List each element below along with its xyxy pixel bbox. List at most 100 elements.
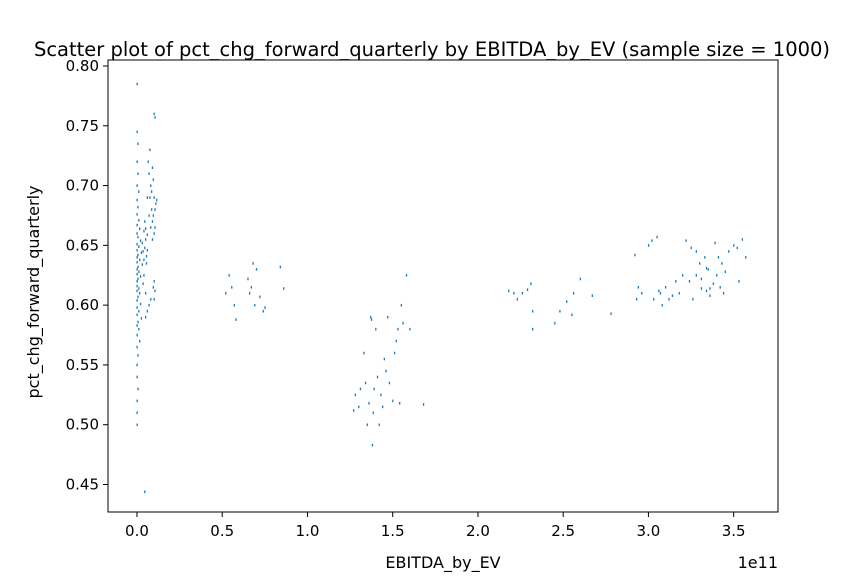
data-point bbox=[700, 277, 703, 281]
data-point bbox=[572, 291, 575, 295]
data-point bbox=[664, 285, 667, 289]
data-point bbox=[151, 220, 154, 223]
x-axis-label: EBITDA_by_EV bbox=[385, 553, 500, 573]
data-point bbox=[247, 277, 249, 281]
data-point bbox=[579, 277, 582, 281]
data-point bbox=[152, 285, 154, 289]
data-point bbox=[610, 312, 612, 315]
data-point bbox=[137, 265, 139, 269]
data-point bbox=[136, 411, 138, 415]
data-point bbox=[138, 219, 140, 222]
data-point bbox=[634, 253, 636, 257]
data-point bbox=[149, 196, 151, 199]
data-point bbox=[364, 381, 367, 385]
data-point bbox=[138, 327, 140, 331]
data-point bbox=[714, 241, 716, 245]
x-axis: 0.0 0.5 1.0 1.5 2.0 2.5 3.0 3.5 bbox=[125, 512, 746, 540]
data-point bbox=[635, 297, 638, 301]
data-point bbox=[136, 130, 138, 134]
data-point bbox=[225, 291, 227, 295]
data-point bbox=[142, 282, 144, 286]
data-point bbox=[402, 321, 404, 325]
data-point bbox=[137, 387, 139, 391]
data-point bbox=[139, 291, 141, 295]
data-point bbox=[388, 381, 391, 385]
data-point bbox=[249, 291, 251, 295]
data-point bbox=[658, 289, 660, 293]
data-point bbox=[149, 148, 151, 152]
data-point bbox=[153, 232, 155, 235]
data-point bbox=[139, 239, 142, 242]
data-point bbox=[148, 303, 150, 307]
data-point bbox=[712, 282, 715, 286]
data-point bbox=[136, 160, 138, 164]
data-point bbox=[138, 309, 140, 313]
data-point bbox=[145, 227, 147, 231]
data-point bbox=[136, 324, 138, 327]
data-point bbox=[137, 205, 139, 209]
data-point bbox=[709, 287, 711, 290]
data-point bbox=[262, 309, 264, 313]
data-point bbox=[150, 297, 152, 301]
data-point bbox=[397, 327, 399, 331]
data-point bbox=[571, 313, 573, 317]
data-point bbox=[136, 399, 138, 403]
data-point bbox=[516, 297, 518, 301]
y-axis: 0.45 0.50 0.55 0.60 0.65 0.70 0.75 0.80 bbox=[66, 57, 108, 493]
data-point bbox=[707, 268, 709, 271]
data-point bbox=[682, 274, 684, 277]
data-point bbox=[400, 303, 403, 307]
data-point bbox=[699, 262, 701, 265]
data-point bbox=[136, 289, 138, 293]
data-point bbox=[392, 399, 394, 403]
data-point bbox=[153, 297, 155, 301]
data-point bbox=[145, 262, 148, 265]
data-point bbox=[144, 490, 146, 494]
data-point bbox=[692, 297, 694, 301]
data-point bbox=[363, 351, 365, 355]
data-point bbox=[141, 241, 143, 245]
data-point bbox=[688, 280, 691, 283]
data-point bbox=[137, 295, 139, 299]
data-point bbox=[375, 327, 377, 331]
data-point bbox=[136, 232, 138, 235]
data-point bbox=[231, 285, 233, 289]
y-tick-label: 0.80 bbox=[66, 57, 99, 75]
y-tick-label: 0.45 bbox=[66, 475, 99, 493]
data-point bbox=[373, 387, 375, 391]
data-point bbox=[366, 423, 368, 427]
data-point bbox=[521, 291, 524, 295]
data-point bbox=[559, 309, 561, 313]
data-point bbox=[368, 401, 370, 405]
data-point bbox=[591, 294, 593, 297]
x-tick-label: 1.0 bbox=[296, 522, 320, 540]
data-point bbox=[136, 280, 138, 283]
data-point bbox=[659, 291, 662, 295]
y-tick-label: 0.70 bbox=[66, 177, 99, 195]
data-point bbox=[722, 291, 725, 295]
data-point bbox=[359, 387, 362, 391]
data-point bbox=[717, 256, 720, 259]
plot-area-frame bbox=[107, 59, 779, 513]
x-tick-label: 0.5 bbox=[210, 522, 234, 540]
data-point bbox=[381, 405, 384, 409]
data-point bbox=[279, 265, 281, 269]
data-point bbox=[254, 303, 256, 307]
data-point bbox=[140, 251, 143, 254]
data-point bbox=[136, 423, 138, 427]
data-point bbox=[422, 403, 425, 406]
data-point bbox=[255, 268, 258, 271]
data-point bbox=[566, 300, 568, 303]
x-tick-label: 2.5 bbox=[551, 522, 575, 540]
data-point bbox=[155, 202, 157, 205]
x-tick-label: 2.0 bbox=[466, 522, 490, 540]
data-point bbox=[146, 309, 149, 313]
data-point bbox=[690, 246, 692, 250]
y-tick-label: 0.60 bbox=[66, 296, 99, 314]
data-point bbox=[145, 238, 147, 241]
data-point bbox=[136, 82, 138, 86]
data-point bbox=[156, 198, 158, 202]
data-point bbox=[745, 256, 747, 259]
data-point bbox=[136, 268, 138, 271]
data-point bbox=[154, 116, 156, 119]
